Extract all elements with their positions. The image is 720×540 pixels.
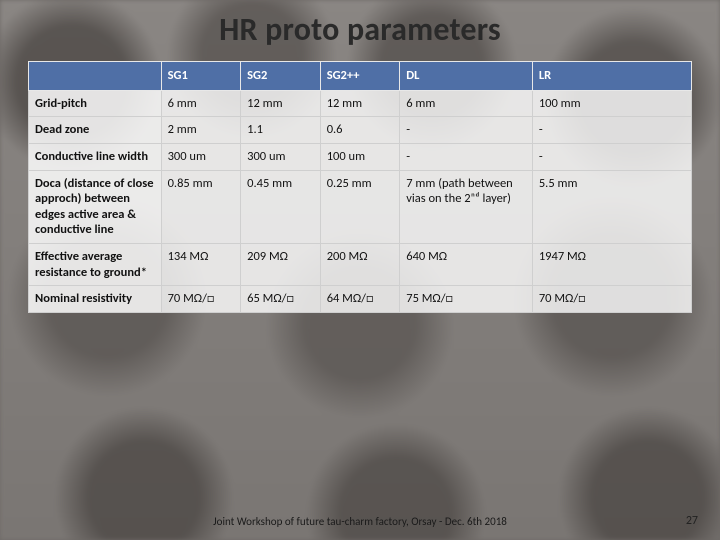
table-row: Dead zone 2 mm 1.1 0.6 - -: [29, 117, 692, 144]
col-header-sg1: SG1: [161, 62, 241, 91]
cell: 0.25 mm: [320, 170, 400, 244]
cell: 75 MΩ/□: [400, 286, 533, 313]
cell: 300 um: [241, 143, 321, 170]
cell: 0.6: [320, 117, 400, 144]
cell: 0.85 mm: [161, 170, 241, 244]
col-header-sg2pp: SG2++: [320, 62, 400, 91]
row-label: Effective average resistance to ground*: [29, 244, 162, 286]
row-label: Dead zone: [29, 117, 162, 144]
row-label: Grid-pitch: [29, 90, 162, 117]
parameters-table: SG1 SG2 SG2++ DL LR Grid-pitch 6 mm 12 m…: [28, 61, 692, 313]
cell: 70 MΩ/□: [532, 286, 691, 313]
table-row: Doca (distance of close approch) between…: [29, 170, 692, 244]
cell: 1947 MΩ: [532, 244, 691, 286]
cell: 640 MΩ: [400, 244, 533, 286]
row-label: Conductive line width: [29, 143, 162, 170]
cell: 70 MΩ/□: [161, 286, 241, 313]
cell: 7 mm (path between vias on the 2ⁿᵈ layer…: [400, 170, 533, 244]
cell: 2 mm: [161, 117, 241, 144]
cell: 12 mm: [241, 90, 321, 117]
table-row: Nominal resistivity 70 MΩ/□ 65 MΩ/□ 64 M…: [29, 286, 692, 313]
footer-text: Joint Workshop of future tau-charm facto…: [0, 515, 720, 528]
table-row: Conductive line width 300 um 300 um 100 …: [29, 143, 692, 170]
cell: 0.45 mm: [241, 170, 321, 244]
cell: 300 um: [161, 143, 241, 170]
cell: 6 mm: [161, 90, 241, 117]
table-row: Grid-pitch 6 mm 12 mm 12 mm 6 mm 100 mm: [29, 90, 692, 117]
table-header-row: SG1 SG2 SG2++ DL LR: [29, 62, 692, 91]
row-label: Nominal resistivity: [29, 286, 162, 313]
cell: 12 mm: [320, 90, 400, 117]
col-header-blank: [29, 62, 162, 91]
col-header-dl: DL: [400, 62, 533, 91]
cell: 64 MΩ/□: [320, 286, 400, 313]
col-header-sg2: SG2: [241, 62, 321, 91]
cell: -: [532, 117, 691, 144]
table-row: Effective average resistance to ground* …: [29, 244, 692, 286]
cell: 100 um: [320, 143, 400, 170]
row-label: Doca (distance of close approch) between…: [29, 170, 162, 244]
slide: HR proto parameters SG1 SG2 SG2++ DL LR …: [0, 0, 720, 540]
cell: -: [400, 117, 533, 144]
col-header-lr: LR: [532, 62, 691, 91]
cell: -: [400, 143, 533, 170]
cell: 100 mm: [532, 90, 691, 117]
cell: 1.1: [241, 117, 321, 144]
cell: 65 MΩ/□: [241, 286, 321, 313]
cell: -: [532, 143, 691, 170]
slide-title: HR proto parameters: [28, 10, 692, 49]
cell: 200 MΩ: [320, 244, 400, 286]
page-number: 27: [686, 514, 698, 528]
cell: 209 MΩ: [241, 244, 321, 286]
cell: 134 MΩ: [161, 244, 241, 286]
cell: 5.5 mm: [532, 170, 691, 244]
cell: 6 mm: [400, 90, 533, 117]
